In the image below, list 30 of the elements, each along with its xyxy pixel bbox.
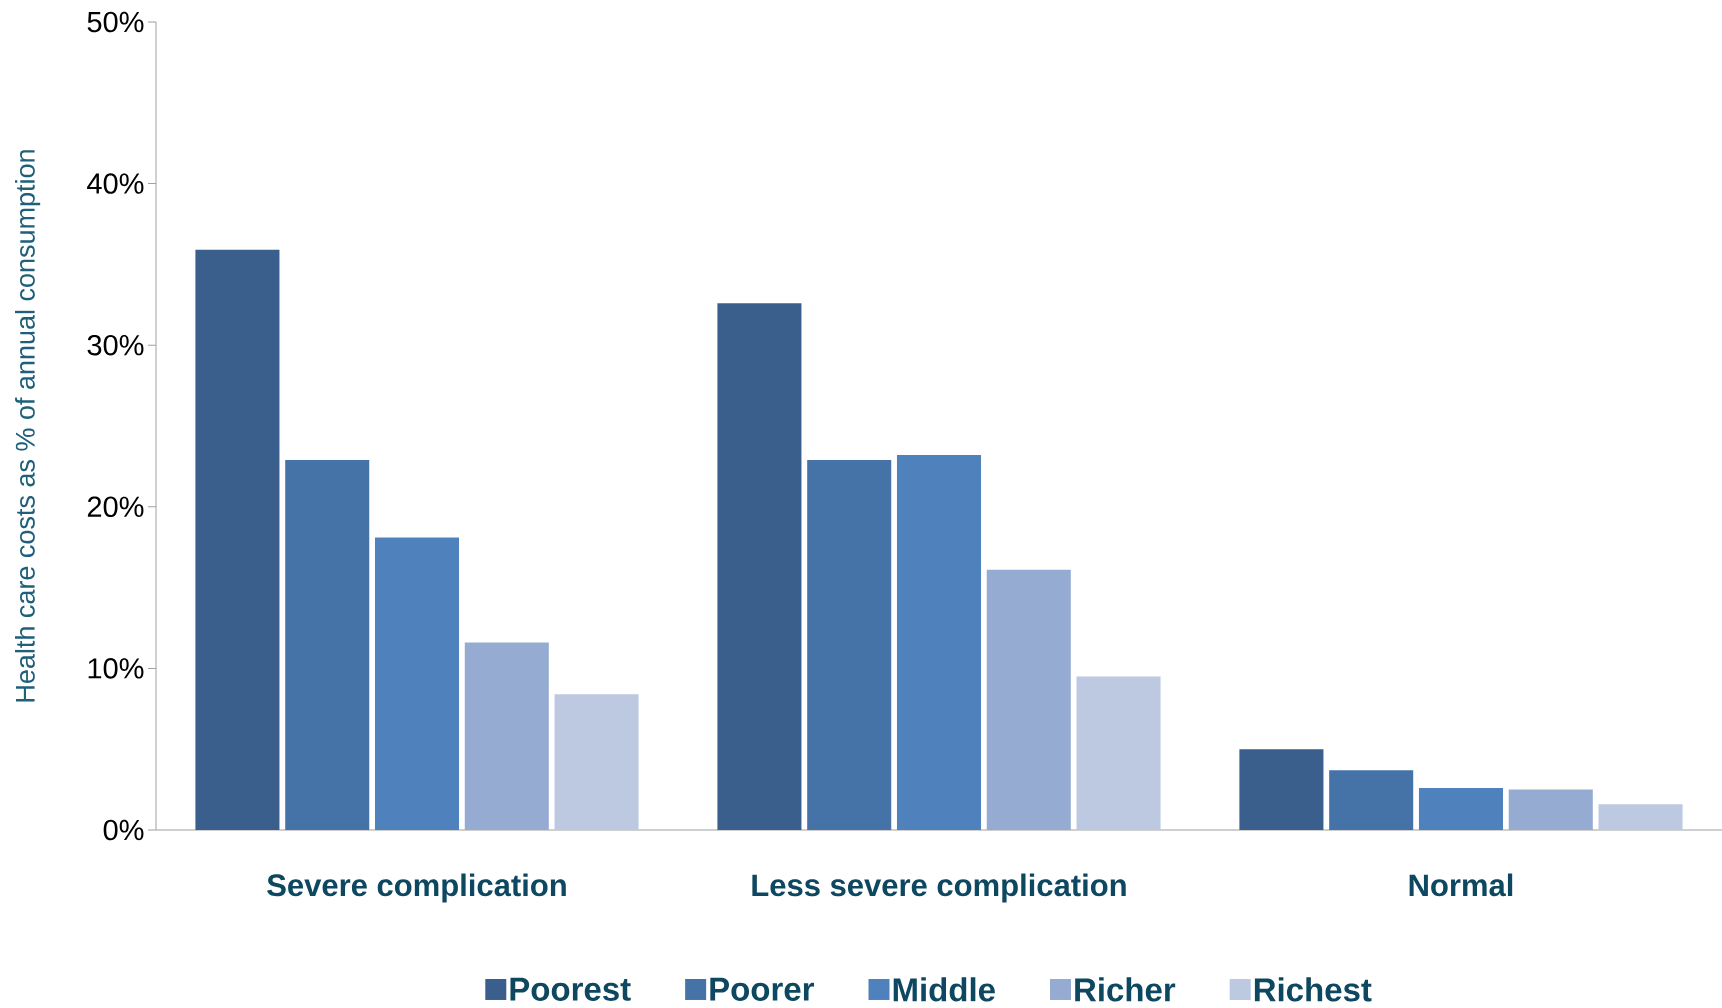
bar [986, 569, 1071, 830]
y-tick-label: 50% [87, 11, 144, 33]
bar [554, 694, 639, 830]
bar [896, 455, 982, 830]
legend-label: Richer [1075, 977, 1176, 1002]
y-tick-label: 40% [87, 173, 144, 194]
y-tick-label: 20% [87, 496, 144, 518]
bar [1329, 770, 1414, 830]
bar [285, 459, 370, 830]
bar [1239, 749, 1324, 830]
y-tick-label: 30% [87, 334, 144, 356]
legend-label: Poorest [510, 977, 631, 1001]
bar [464, 642, 549, 830]
bar [374, 537, 460, 830]
legend-label: Richest [1254, 977, 1372, 1002]
bar [1598, 804, 1683, 830]
y-axis-title: Health care costs as % of annual consumption [15, 150, 41, 702]
bar [1418, 787, 1503, 830]
bar [807, 459, 892, 830]
x-tick-label: Normal [1409, 873, 1513, 897]
bar [195, 249, 280, 830]
bar [1076, 676, 1161, 830]
legend-label: Middle [893, 977, 995, 1002]
bar [1508, 789, 1593, 830]
legend-label: Poorer [710, 977, 815, 1001]
bar [717, 303, 802, 830]
y-tick-label: 0% [103, 819, 144, 841]
y-tick-label: 10% [88, 658, 144, 679]
x-tick-label: Severe complication [267, 873, 566, 903]
x-tick-label: Less severe complication [752, 873, 1126, 903]
